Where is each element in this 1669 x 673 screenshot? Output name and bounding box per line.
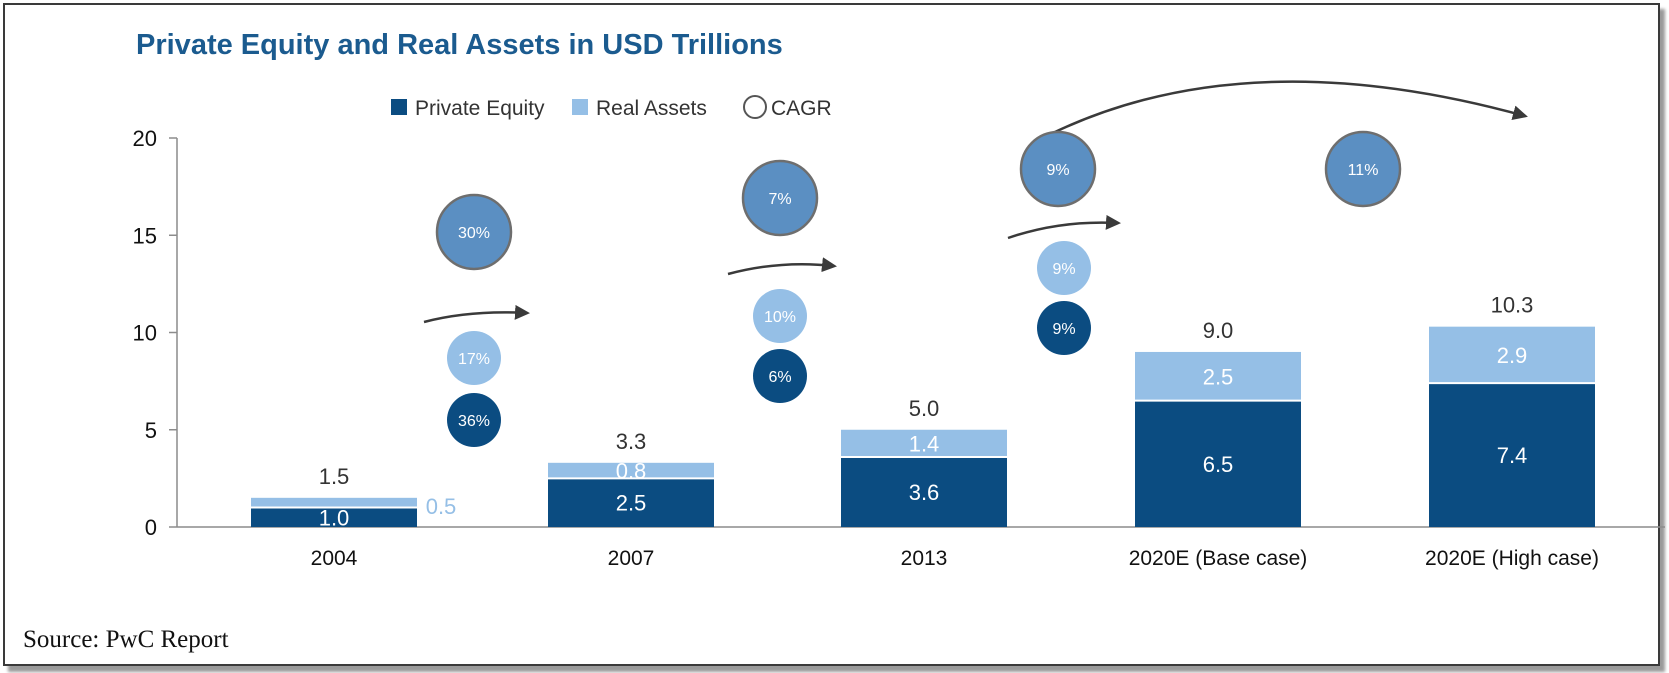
cagr-label-real-assets: 10% (764, 309, 796, 326)
legend: Private Equity Real Assets CAGR (391, 95, 832, 120)
label-total: 1.5 (319, 464, 350, 489)
cagr-label-total: 9% (1046, 162, 1069, 179)
cagr-label-private-equity: 9% (1052, 321, 1075, 338)
y-tick-label: 10 (133, 321, 157, 346)
cagr-arrow (1054, 80, 1528, 134)
label-real-assets: 2.9 (1497, 343, 1528, 368)
cagr-label-total: 30% (458, 225, 490, 242)
label-private-equity: 3.6 (909, 480, 940, 505)
cagr-arrow (1007, 214, 1121, 240)
cagr-label-private-equity: 36% (458, 413, 490, 430)
label-total: 5.0 (909, 396, 940, 421)
x-axis: 2004 2007 2013 2020E (Base case) 2020E (High… (177, 526, 1665, 570)
bar-private-equity (1135, 400, 1301, 527)
source-note: Source: PwC Report (23, 626, 229, 653)
bars (251, 326, 1595, 527)
x-tick-label: 2020E (High case) (1425, 547, 1599, 570)
chart-frame (3, 3, 1660, 666)
label-total: 9.0 (1203, 318, 1234, 343)
label-real-assets: 1.4 (909, 431, 940, 456)
bar-private-equity (841, 456, 1007, 527)
cagr-bubbles: 30% 17% 36% 7% 10% 6% 9% 9% 9% 11% (435, 130, 1402, 447)
bar-private-equity (548, 478, 714, 527)
cagr-label-total: 7% (768, 191, 791, 208)
label-private-equity: 6.5 (1203, 452, 1234, 477)
data-labels: 1.0 0.5 1.5 2.5 0.8 3.3 3.6 1.4 5.0 6.5 2.5 9.0 7.4 2… (319, 293, 1534, 531)
cagr-bubble-private-equity (447, 393, 501, 447)
x-tick-label: 2013 (901, 547, 948, 570)
x-tick-label: 2020E (Base case) (1129, 547, 1308, 570)
cagr-label-total: 11% (1348, 162, 1379, 179)
cagr-bubble-real-assets (447, 331, 501, 385)
label-real-assets: 0.5 (426, 494, 457, 519)
cagr-label-private-equity: 6% (768, 369, 791, 386)
cagr-arrow (727, 257, 837, 276)
bar-real-assets (841, 429, 1007, 457)
legend-swatch-cagr (743, 95, 767, 119)
cagr-bubble-total (1019, 130, 1097, 208)
bar-real-assets (1135, 351, 1301, 401)
bar-real-assets (1429, 326, 1595, 384)
cagr-label-real-assets: 9% (1052, 261, 1075, 278)
legend-label: Private Equity (415, 97, 545, 120)
bar-real-assets (548, 462, 714, 479)
label-private-equity: 1.0 (319, 505, 350, 530)
cagr-bubble-total (1324, 130, 1402, 208)
label-private-equity: 7.4 (1497, 443, 1528, 468)
cagr-arrow (423, 304, 530, 324)
bar-real-assets (251, 497, 417, 508)
y-tick-label: 5 (145, 418, 157, 443)
x-tick-label: 2007 (608, 547, 655, 570)
legend-swatch (391, 99, 407, 115)
bar-private-equity (1429, 383, 1595, 527)
cagr-bubble-total (741, 159, 819, 237)
cagr-label-real-assets: 17% (458, 351, 490, 368)
label-private-equity: 2.5 (616, 491, 647, 516)
y-tick-label: 0 (145, 515, 157, 540)
cagr-bubble-real-assets (1037, 241, 1091, 295)
cagr-bubble-private-equity (753, 349, 807, 403)
bar-private-equity (251, 507, 417, 527)
cagr-bubble-private-equity (1037, 301, 1091, 355)
y-axis: 0 5 10 15 20 (133, 126, 178, 540)
y-tick-label: 15 (133, 223, 157, 248)
label-real-assets: 0.8 (616, 459, 647, 484)
legend-swatch (572, 99, 588, 115)
cagr-bubble-total (435, 193, 513, 271)
legend-label: Real Assets (596, 97, 707, 120)
legend-label: CAGR (771, 97, 832, 120)
label-total: 10.3 (1491, 293, 1534, 318)
chart-title: Private Equity and Real Assets in USD Tr… (136, 29, 783, 61)
label-real-assets: 2.5 (1203, 364, 1234, 389)
x-tick-label: 2004 (311, 547, 358, 570)
cagr-bubble-real-assets (753, 289, 807, 343)
cagr-arrows (423, 80, 1528, 324)
label-total: 3.3 (616, 429, 647, 454)
y-tick-label: 20 (133, 126, 157, 151)
